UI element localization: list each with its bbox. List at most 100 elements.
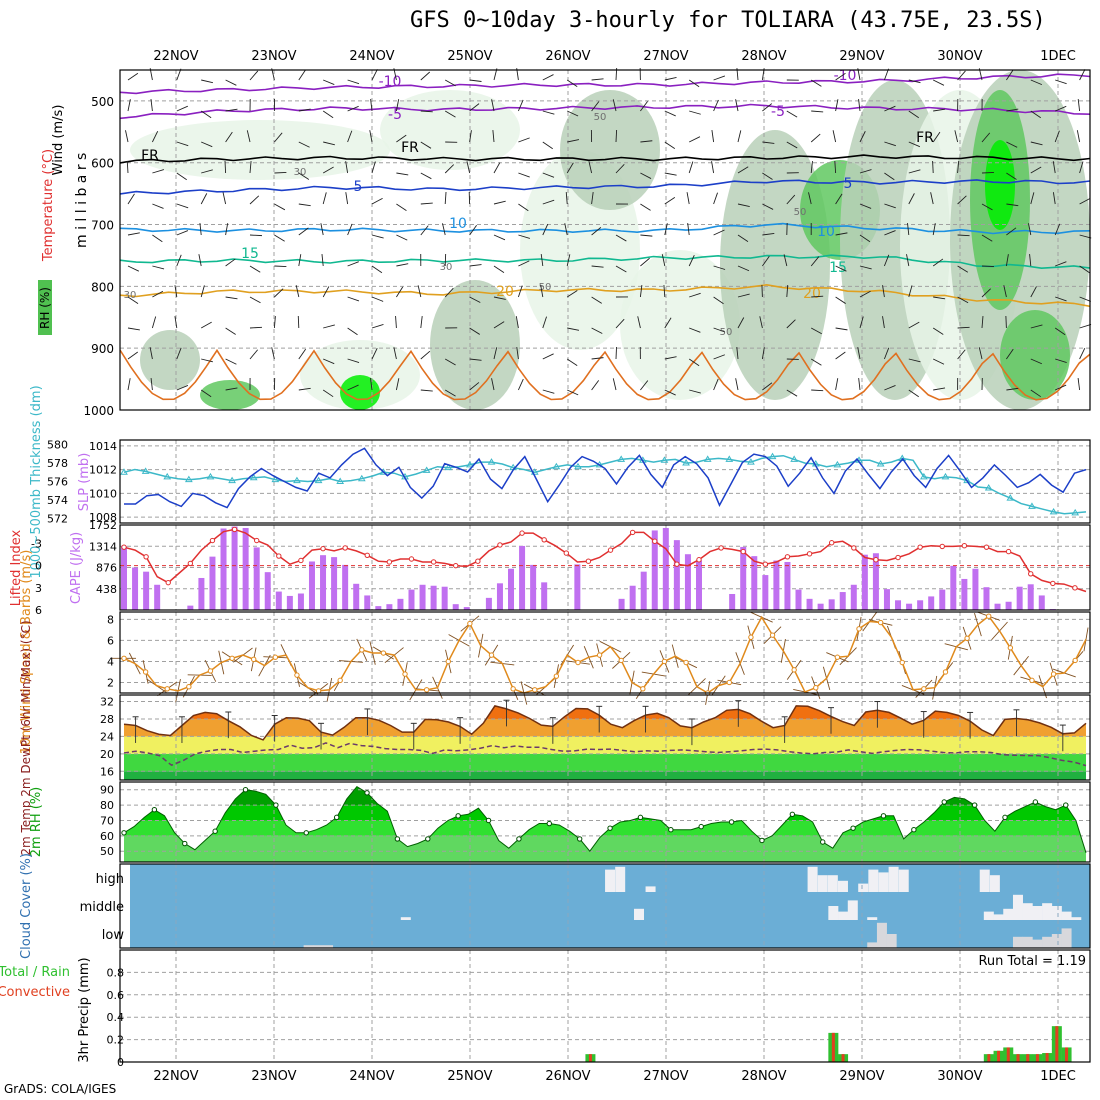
wind-barb [176,347,182,360]
x-tick-label-top: 24NOV [349,49,394,64]
lifted-index-series-point [983,544,990,550]
wind-barb [444,110,456,118]
cape-bar [430,585,437,610]
lifted-index-series-point [143,554,149,560]
rh-point [425,836,431,842]
slp-axis-title: SLP (mb) [77,453,92,512]
wind-barb [542,353,554,360]
thickness-series-point [336,477,345,484]
wind-barb [859,290,871,298]
cape-bar [198,577,205,610]
wind-barb [689,110,701,115]
rh-point [546,820,553,827]
wind-barb [689,389,701,394]
cloud-bar [827,875,838,892]
panel-frame [119,524,1091,611]
wind-barb [249,265,261,273]
wind-barb [1030,141,1043,146]
li-tick-label: -3 [31,537,42,550]
cloud-bar [1003,908,1014,920]
cape-bar [386,604,393,610]
wind-barb [759,316,763,329]
isotherm-label: 15 [829,260,847,276]
wind-barb [810,79,822,87]
cape-bar [662,528,669,610]
isotherm-label: 20 [803,286,821,302]
wind-barb [1006,108,1019,112]
wind-barb [932,160,934,174]
wind-barb [883,254,890,267]
wind-barb [835,193,843,205]
wind-barb [954,130,959,143]
wind-barb [762,103,773,112]
precip-conv-bar [1006,1047,1010,1062]
wind-speed-series-point [229,655,235,661]
isotherm-label: FR [141,148,159,164]
wind-barb [493,265,505,274]
rh-axis-title: 2m RH (%) [29,787,44,858]
wind-barb [908,141,921,148]
precip-tick-label: 0.8 [107,966,125,979]
wind-barb [1079,347,1086,360]
wind-barb [786,389,798,397]
wind-barb [323,141,335,146]
wind-axis-title: 10m Wind Speed & Barbs (m/s) [19,550,34,755]
wind-barb [1030,166,1042,174]
wind-barb [493,347,498,360]
rh-point [728,819,735,825]
temp-tick-label: 28 [100,713,114,726]
wind-barb [1030,286,1037,298]
wind-barb [347,296,360,302]
lifted-index-series-point [851,545,857,551]
lifted-index-series-point [784,554,791,560]
wind-barb [810,161,813,174]
wind-speed-series-point [575,659,581,666]
wind-barb [713,354,725,360]
cape-bar [872,553,879,610]
wind-speed-series-point [791,667,797,673]
wind-speed-series-point [921,686,927,692]
wind-speed-series-point [510,686,516,692]
wind-barb [1052,192,1056,205]
wind-barb [298,227,309,236]
cape-bar [917,600,924,610]
wind-barb [393,347,397,360]
rh-tick-label: 70 [100,814,114,827]
isotherm-line [119,103,1091,120]
lifted-index-series-point [939,543,945,550]
y-axis-title: m i l l i b a r s [74,153,90,248]
precip-conv-bar [997,1050,1001,1062]
precip-conv-bar [1065,1047,1069,1062]
wind-barb [713,75,726,81]
wind-speed-series-point [337,677,343,684]
cape-bar [121,546,127,610]
wind-barb [884,105,896,112]
slp-tick-label: 1008 [89,511,117,524]
wind-barb [345,161,349,174]
wind-barb [518,234,531,239]
wind-barb [492,130,495,143]
wind-speed-series-point [769,632,776,638]
wind-barb [908,358,921,363]
wind-barb [664,172,677,176]
thickness-series-point [314,476,323,484]
cloud-bar [868,869,879,892]
wind-barb [274,171,287,174]
temp-tick-label: 20 [100,748,114,761]
wind-barb [762,141,775,144]
slp-tick-label: 1012 [89,464,117,477]
rh-point [759,837,765,844]
temp-tick-label: 32 [100,696,114,709]
cape-bar [828,599,835,610]
thickness-series-point [379,468,388,475]
cape-bar [839,592,846,610]
wind-barb [932,258,944,267]
cape-bar [253,547,260,610]
rh-shaded-region [130,120,390,180]
wind-barb [762,255,770,267]
wind-barb [396,203,407,211]
rh-point [273,802,279,808]
x-tick-label-bottom: 23NOV [251,1069,296,1084]
wind-barb [737,293,750,298]
cape-bar [961,578,968,610]
